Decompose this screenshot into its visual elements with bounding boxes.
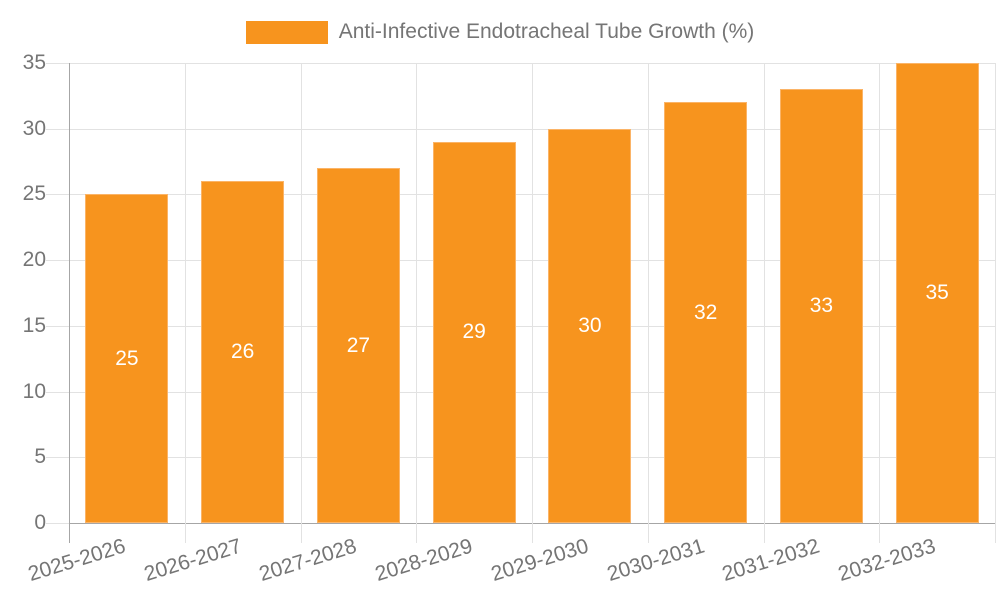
x-tick [879, 523, 881, 543]
x-tick [532, 523, 533, 543]
bar[interactable] [432, 141, 516, 523]
x-gridline [995, 63, 996, 523]
plot-area: 0 5 10 15 20 25 30 35 25 2025-2026 26 2026-2027 27 20… [23, 51, 996, 586]
bar[interactable] [664, 102, 748, 523]
bar[interactable] [201, 181, 285, 523]
x-gridline [879, 63, 881, 523]
x-tick [995, 523, 996, 543]
y-tick [46, 63, 69, 64]
y-tick [46, 457, 69, 459]
bar-value-label: 35 [925, 281, 949, 304]
x-gridline [184, 63, 186, 523]
y-tick [46, 325, 69, 327]
bar[interactable] [548, 128, 632, 523]
legend-swatch[interactable] [245, 20, 328, 44]
y-axis-label: 20 [22, 248, 46, 272]
bar-value-label: 29 [462, 320, 486, 344]
bar[interactable] [85, 194, 169, 523]
x-tick [300, 523, 302, 543]
y-axis-label: 35 [22, 51, 46, 74]
x-tick [184, 523, 186, 543]
y-axis-line [69, 63, 70, 523]
x-tick [647, 523, 649, 543]
x-gridline [647, 63, 649, 523]
legend-label[interactable]: Anti-Infective Endotracheal Tube Growth … [338, 20, 755, 43]
bar-value-label: 25 [115, 346, 139, 370]
x-gridline [300, 63, 302, 523]
x-tick [416, 523, 418, 543]
y-tick [46, 128, 69, 130]
y-axis-label: 25 [22, 182, 46, 206]
y-tick [46, 194, 69, 196]
y-axis-label: 15 [22, 313, 46, 337]
bar-value-label: 32 [693, 300, 718, 324]
x-gridline [532, 63, 533, 523]
y-tick [46, 260, 69, 262]
y-axis-label: 10 [22, 379, 46, 403]
y-axis-label: 5 [34, 445, 46, 469]
x-tick [763, 523, 765, 543]
bar-value-label: 30 [578, 313, 602, 337]
bar-value-label: 33 [809, 294, 834, 318]
y-axis-label: 30 [22, 116, 46, 140]
y-axis-label: 0 [34, 511, 46, 534]
bar-value-label: 26 [230, 340, 255, 364]
chart-legend: Anti-Infective Endotracheal Tube Growth … [0, 20, 1000, 44]
bar[interactable] [895, 63, 979, 523]
bar-value-label: 27 [346, 333, 371, 357]
x-gridline [763, 63, 765, 523]
y-tick [46, 523, 69, 524]
bar[interactable] [779, 89, 863, 523]
x-tick [69, 523, 70, 543]
bar[interactable] [316, 168, 400, 523]
y-tick [46, 391, 69, 393]
x-gridline [416, 63, 418, 523]
